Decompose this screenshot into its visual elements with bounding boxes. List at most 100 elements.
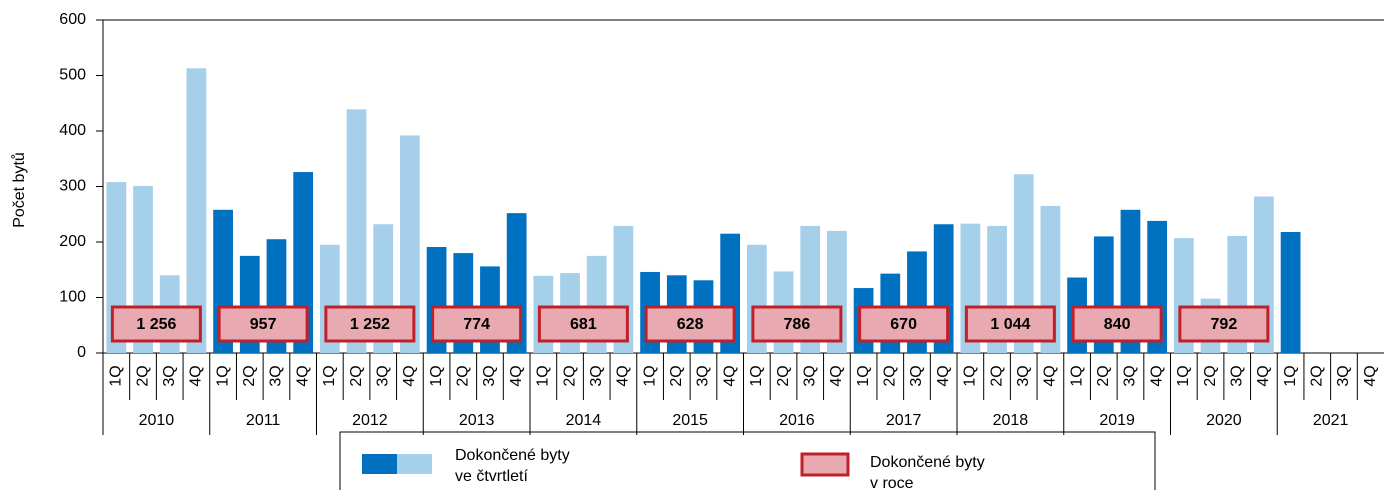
y-tick-label: 400 [59, 122, 86, 139]
group-label: 2010 [139, 412, 175, 429]
x-tick-label: 2Q [668, 365, 685, 386]
annual-box [644, 305, 736, 343]
x-tick-label: 2Q [134, 365, 151, 386]
group-label: 2015 [672, 412, 708, 429]
x-tick-label: 4Q [615, 365, 632, 386]
annual-box [324, 305, 416, 343]
annual-label: 1 256 [136, 316, 176, 333]
x-tick-label: 3Q [695, 365, 712, 386]
x-tick-label: 2Q [775, 365, 792, 386]
x-tick-label: 4Q [1042, 365, 1059, 386]
y-axis-label: Počet bytů [10, 152, 28, 228]
group-label: 2017 [886, 412, 922, 429]
x-tick-label: 3Q [908, 365, 925, 386]
x-tick-label: 1Q [108, 365, 125, 386]
annual-label: 1 252 [350, 316, 390, 333]
annual-box [431, 305, 523, 343]
group-label: 2016 [779, 412, 815, 429]
legend-swatch [397, 454, 432, 474]
x-tick-label: 1Q [962, 365, 979, 386]
annual-label: 840 [1104, 316, 1131, 333]
group-label: 2018 [993, 412, 1029, 429]
x-tick-label: 1Q [428, 365, 445, 386]
x-tick-label: 2Q [348, 365, 365, 386]
annual-box [1071, 305, 1163, 343]
annual-box [537, 305, 629, 343]
x-tick-label: 4Q [294, 365, 311, 386]
x-tick-label: 1Q [1175, 365, 1192, 386]
group-label: 2013 [459, 412, 495, 429]
annual-label: 681 [570, 316, 597, 333]
x-tick-label: 4Q [1255, 365, 1272, 386]
x-tick-label: 3Q [1335, 365, 1352, 386]
group-label: 2012 [352, 412, 388, 429]
y-tick-label: 100 [59, 289, 86, 306]
annual-box [858, 305, 950, 343]
y-tick-label: 300 [59, 178, 86, 195]
bar [186, 68, 207, 353]
x-tick-label: 1Q [321, 365, 338, 386]
annual-box [1178, 305, 1270, 343]
x-tick-label: 1Q [748, 365, 765, 386]
x-tick-label: 4Q [1362, 365, 1379, 386]
x-tick-label: 2Q [561, 365, 578, 386]
x-tick-label: 2Q [241, 365, 258, 386]
group-label: 2020 [1206, 412, 1242, 429]
legend-swatch [800, 452, 850, 477]
group-label: 2019 [1099, 412, 1135, 429]
bar [1280, 232, 1301, 353]
x-tick-label: 3Q [588, 365, 605, 386]
x-tick-label: 3Q [1122, 365, 1139, 386]
legend-swatch [362, 454, 397, 474]
x-tick-label: 1Q [535, 365, 552, 386]
annual-label: 628 [677, 316, 704, 333]
legend-label: ve čtvrtletí [455, 468, 528, 485]
x-tick-label: 4Q [935, 365, 952, 386]
x-tick-label: 1Q [1068, 365, 1085, 386]
x-tick-label: 4Q [508, 365, 525, 386]
legend-label: v roce [870, 475, 914, 490]
x-tick-label: 3Q [801, 365, 818, 386]
annual-label: 774 [463, 316, 490, 333]
annual-label: 957 [250, 316, 277, 333]
annual-box [217, 305, 309, 343]
x-tick-label: 3Q [1228, 365, 1245, 386]
x-tick-label: 3Q [374, 365, 391, 386]
group-label: 2011 [246, 412, 281, 429]
x-tick-label: 2Q [1095, 365, 1112, 386]
legend-box [339, 431, 1156, 490]
x-tick-label: 4Q [401, 365, 418, 386]
legend-label: Dokončené byty [870, 454, 985, 471]
y-tick-label: 600 [59, 11, 86, 28]
group-label: 2021 [1313, 412, 1349, 429]
x-tick-label: 2Q [455, 365, 472, 386]
annual-box [110, 305, 202, 343]
x-tick-label: 3Q [1015, 365, 1032, 386]
group-label: 2014 [566, 412, 602, 429]
x-tick-label: 1Q [855, 365, 872, 386]
x-tick-label: 2Q [1309, 365, 1326, 386]
x-tick-label: 3Q [481, 365, 498, 386]
legend-label: Dokončené byty [455, 447, 570, 464]
y-tick-label: 500 [59, 67, 86, 84]
x-tick-label: 4Q [828, 365, 845, 386]
x-tick-label: 2Q [1202, 365, 1219, 386]
x-tick-label: 1Q [641, 365, 658, 386]
bar [400, 135, 420, 353]
x-tick-label: 3Q [268, 365, 285, 386]
x-tick-label: 4Q [721, 365, 738, 386]
annual-label: 1 044 [990, 316, 1030, 333]
bar [346, 109, 367, 353]
annual-box [964, 305, 1056, 343]
annual-label: 670 [890, 316, 917, 333]
x-tick-label: 1Q [214, 365, 231, 386]
y-tick-label: 0 [77, 344, 86, 361]
x-tick-label: 1Q [1282, 365, 1299, 386]
x-tick-label: 2Q [882, 365, 899, 386]
annual-box [751, 305, 843, 343]
x-tick-label: 2Q [988, 365, 1005, 386]
annual-label: 792 [1211, 316, 1238, 333]
x-tick-label: 4Q [1148, 365, 1165, 386]
x-tick-label: 3Q [161, 365, 178, 386]
